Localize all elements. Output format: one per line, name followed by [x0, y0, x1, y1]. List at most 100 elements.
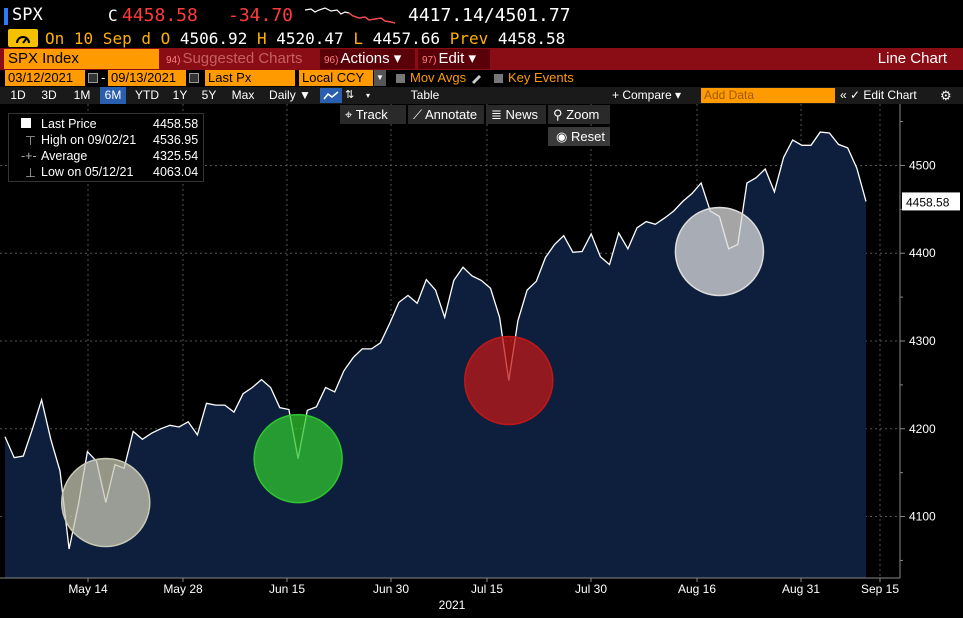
key-events-label: Key Events — [508, 70, 574, 85]
net-change: -34.70 — [228, 5, 294, 26]
x-tick-label: Aug 31 — [782, 582, 820, 596]
news-label: News — [505, 107, 539, 122]
period-1d[interactable]: 1D — [10, 88, 26, 102]
legend-high-value: 4536.95 — [153, 133, 199, 147]
average-icon: -+- — [21, 149, 37, 163]
field-select[interactable]: Last Px — [205, 70, 295, 86]
x-tick-label: Jun 30 — [373, 582, 409, 596]
track-label: Track — [355, 107, 388, 122]
period-3d[interactable]: 3D — [41, 88, 57, 102]
table-button[interactable]: Table — [410, 88, 440, 102]
news-button[interactable]: ≣ News — [486, 105, 546, 124]
chevron-down-icon[interactable]: ▼ — [374, 70, 386, 86]
y-tick-label: 4300 — [909, 334, 936, 348]
frequency-select[interactable]: Daily ▼ — [269, 88, 311, 102]
legend-avg-value: 4325.54 — [153, 149, 199, 163]
edit-button[interactable]: 97) Edit ▾ — [418, 49, 490, 69]
start-date-field[interactable]: 03/12/2021 — [5, 70, 85, 86]
low-value: 4457.66 — [372, 29, 441, 48]
security-input[interactable]: SPX Index — [4, 49, 159, 69]
open-value: 4506.92 — [179, 29, 248, 48]
period-1y[interactable]: 1Y — [172, 88, 188, 102]
prev-label: Prev — [449, 29, 489, 48]
x-axis: May 14 May 28 Jun 15 Jun 30 Jul 15 Jul 30 Aug … — [0, 577, 900, 612]
x-tick-label: Sep 15 — [861, 582, 899, 596]
quote-on-label: On — [45, 29, 65, 48]
chart-legend: Last Price 4458.58 ⊤ High on 09/02/21 45… — [8, 113, 204, 182]
y-tick-label: 4400 — [909, 246, 936, 260]
actions-num: 96) — [324, 55, 339, 66]
low-label: L — [353, 29, 363, 48]
pencil-icon[interactable] — [470, 72, 482, 84]
close-label: C — [108, 6, 118, 25]
last-price: 4458.58 — [122, 5, 198, 26]
end-date-field[interactable]: 09/13/2021 — [108, 70, 186, 86]
news-icon: ≣ — [491, 107, 502, 122]
x-axis-year: 2021 — [439, 598, 466, 612]
quote-date: 10 Sep d — [73, 29, 151, 48]
reset-button[interactable]: ◉ Reset — [548, 127, 610, 146]
annotate-label: Annotate — [425, 107, 478, 122]
legend-low-label: Low on 05/12/21 — [41, 165, 134, 179]
intraday-sparkline — [305, 7, 396, 24]
gear-icon[interactable]: ⚙ — [940, 88, 952, 103]
event-marker-2[interactable] — [464, 335, 554, 426]
suggested-num: 94) — [166, 55, 181, 66]
x-tick-label: May 28 — [163, 582, 203, 596]
legend-high-label: High on 09/02/21 — [41, 133, 137, 147]
legend-last-label: Last Price — [41, 117, 97, 131]
ticker-marker — [4, 8, 8, 25]
period-max[interactable]: Max — [231, 88, 255, 102]
price-chart[interactable]: 4100 4200 4300 4400 4500 May 14 May 28 Jun 15 J… — [0, 104, 963, 618]
period-1m[interactable]: 1M — [73, 88, 91, 102]
actions-label: Actions ▾ — [340, 50, 402, 67]
zoom-button[interactable]: ⚲ Zoom — [548, 105, 610, 124]
x-tick-label: Jun 15 — [269, 582, 305, 596]
actions-button[interactable]: 96) Actions ▾ — [320, 49, 415, 69]
edit-num: 97) — [422, 55, 437, 66]
y-tick-label: 4200 — [909, 422, 936, 436]
x-tick-label: Jul 15 — [471, 582, 503, 596]
y-tick-label: 4500 — [909, 158, 936, 172]
high-label: H — [256, 29, 267, 48]
add-data-input[interactable]: Add Data — [701, 88, 835, 103]
x-tick-label: Jul 30 — [575, 582, 607, 596]
mov-avgs-label: Mov Avgs — [410, 70, 467, 85]
event-marker-3[interactable] — [674, 206, 765, 297]
open-label: O — [160, 29, 171, 48]
compare-button[interactable]: + Compare ▾ — [612, 88, 682, 102]
track-button[interactable]: ⌖ Track — [340, 105, 406, 124]
currency-select[interactable]: Local CCY — [299, 70, 373, 86]
y-tick-label: 4100 — [909, 510, 936, 524]
annotate-button[interactable]: ⟋ Annotate — [408, 105, 484, 124]
zoom-icon: ⚲ — [553, 107, 563, 122]
event-marker-1[interactable] — [253, 413, 343, 504]
calendar-icon[interactable] — [88, 73, 98, 83]
key-events-checkbox[interactable] — [494, 74, 503, 83]
mov-avgs-checkbox[interactable] — [396, 74, 405, 83]
crosshair-icon: ⌖ — [345, 107, 353, 122]
sort-icon[interactable]: ⇅ — [345, 89, 355, 101]
suggested-charts-button[interactable]: 94) Suggested Charts — [162, 49, 317, 69]
bid-ask: 4417.14/4501.77 — [408, 5, 571, 26]
last-price-swatch — [21, 118, 31, 128]
x-tick-label: May 14 — [68, 582, 108, 596]
period-5y[interactable]: 5Y — [201, 88, 217, 102]
edit-chart-button[interactable]: « ✓ Edit Chart — [840, 88, 917, 102]
line-chart-icon[interactable] — [320, 88, 342, 103]
low-icon: ⊥ — [25, 166, 36, 180]
gauge-icon[interactable] — [8, 29, 38, 47]
menu-bar: SPX Index 94) Suggested Charts 96) Actions… — [0, 48, 963, 70]
calendar-icon[interactable] — [189, 73, 199, 83]
quote-bar: On 10 Sep d O 4506.92 H 4520.47 L 4457.6… — [0, 28, 963, 48]
event-markers — [61, 206, 765, 548]
period-ytd[interactable]: YTD — [135, 88, 159, 102]
chevron-down-icon[interactable]: ▾ — [366, 91, 371, 100]
last-price-label: 4458.58 — [902, 192, 960, 211]
date-dash: - — [101, 70, 106, 85]
period-6m[interactable]: 6M — [100, 87, 126, 104]
event-marker-0[interactable] — [61, 457, 151, 548]
period-bar: 1D 3D 1M 6M YTD 1Y 5Y Max Daily ▼ ⇅ ▾ Ta… — [0, 87, 963, 104]
edit-label: Edit ▾ — [438, 50, 476, 67]
high-value: 4520.47 — [276, 29, 344, 48]
